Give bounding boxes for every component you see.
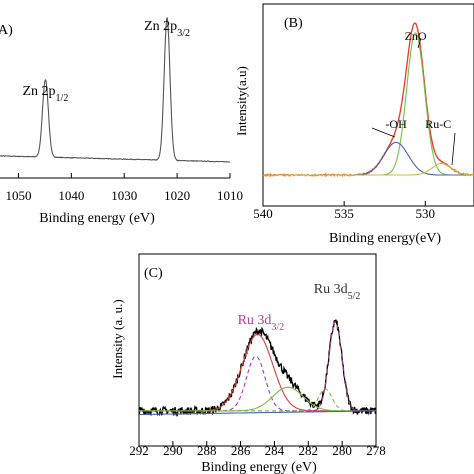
ru-c-leader-line xyxy=(451,132,456,166)
series-line-envelope-1 xyxy=(263,22,474,176)
panel-a-label: A) xyxy=(0,23,13,38)
x-tick-label: 530 xyxy=(416,206,436,221)
x-tick-label: 1020 xyxy=(164,188,190,203)
x-tick-label: 1010 xyxy=(217,188,243,203)
panel-b: (B) 540 535 530 ZnO -OH Ru-C Intensity(a.u) B… xyxy=(234,3,474,246)
series-line-component-4 xyxy=(263,162,474,176)
panel-c-y-axis-title: Intensity (a. u.) xyxy=(110,299,125,378)
x-tick-label: 540 xyxy=(253,206,273,221)
peak-annotation: Ru-C xyxy=(425,117,451,131)
peak-annotation: Ru 3d5/2 xyxy=(314,282,361,302)
peak-annotation: Zn 2p3/2 xyxy=(144,19,190,39)
x-tick-label: 290 xyxy=(163,443,183,458)
x-tick-label: 278 xyxy=(366,443,386,458)
plot-frame xyxy=(138,253,377,447)
series-line-raw-0 xyxy=(138,319,377,417)
x-tick-label: 292 xyxy=(129,443,149,458)
panel-a-x-axis-title: Binding energy (eV) xyxy=(39,211,155,226)
series-line-component-2 xyxy=(263,32,474,176)
x-tick-label: 535 xyxy=(334,206,354,221)
series-line-component-3 xyxy=(139,386,376,412)
panel-b-plot-area: 540 535 530 ZnO -OH Ru-C xyxy=(253,3,474,221)
panel-b-label: (B) xyxy=(284,16,303,31)
zno-leader-line xyxy=(417,37,422,49)
panel-c-label: (C) xyxy=(144,266,163,281)
x-tick-label: 282 xyxy=(299,443,319,458)
x-tick-label: 280 xyxy=(332,443,352,458)
panel-c: (C) 292 290 288 286 284 282 280 278 Ru 3d5/2 Ru 3… xyxy=(110,253,386,474)
x-tick-label: 288 xyxy=(197,443,217,458)
x-tick-label: 286 xyxy=(231,443,251,458)
series-line-data-0 xyxy=(0,17,231,163)
series-line-background-6 xyxy=(139,410,376,416)
panel-a-plot-area: 1050 1040 1030 1020 1010 Zn 2p1/2 Zn 2p3/2 xyxy=(0,17,243,203)
x-tick-label: 1030 xyxy=(111,188,137,203)
peak-annotation: -OH xyxy=(385,117,407,131)
series-line-component-3 xyxy=(263,141,474,176)
x-tick-label: 1040 xyxy=(58,188,84,203)
panel-c-plot-area: 292 290 288 286 284 282 280 278 Ru 3d5/2 Ru 3d3/2 xyxy=(129,253,386,458)
peak-annotation: Zn 2p1/2 xyxy=(22,84,68,104)
x-tick-label: 1050 xyxy=(5,188,31,203)
x-tick-label: 284 xyxy=(265,443,285,458)
series-line-component-5 xyxy=(139,388,376,412)
panel-c-x-axis-title: Binding energy (eV) xyxy=(201,460,317,474)
panel-b-y-axis-title: Intensity(a.u) xyxy=(234,66,249,136)
series-line-raw-0 xyxy=(262,22,474,178)
oh-leader-line xyxy=(371,127,396,138)
plot-frame xyxy=(262,3,474,207)
peak-annotation: Ru 3d3/2 xyxy=(238,313,285,333)
panel-b-x-axis-title: Binding energy(eV) xyxy=(329,231,441,246)
peak-annotation: ZnO xyxy=(405,29,427,43)
series-line-component-2 xyxy=(139,355,376,412)
